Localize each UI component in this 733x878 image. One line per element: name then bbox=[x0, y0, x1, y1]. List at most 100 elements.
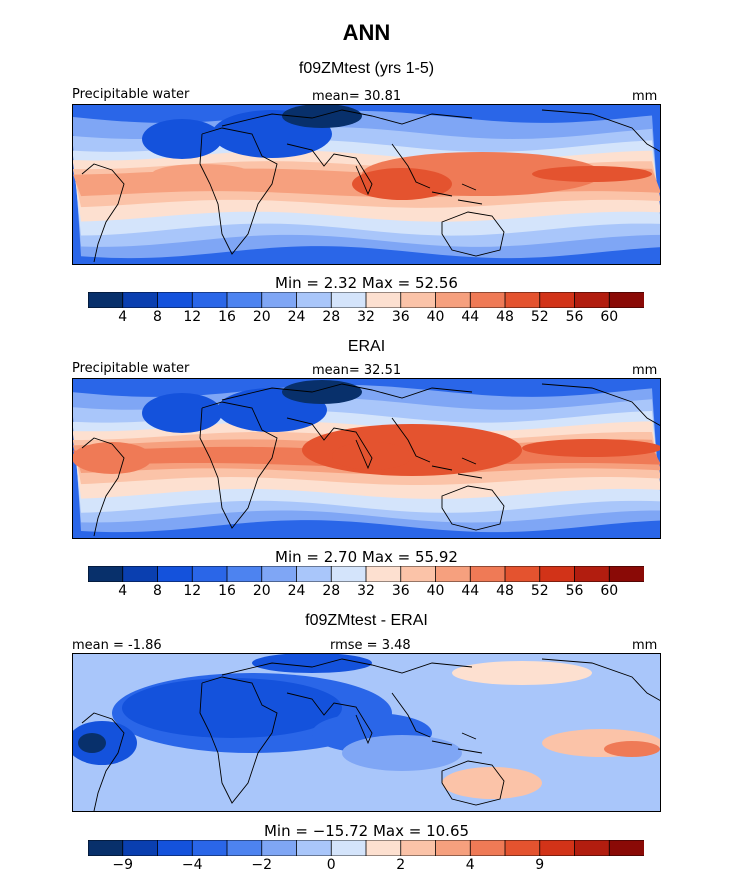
panel-2-colorbar-labels: 4 8 12 16 20 24 28 32 36 40 44 48 52 56 60 bbox=[88, 583, 644, 601]
colorbar-1-tick-label: 40 bbox=[426, 309, 445, 325]
field-blob bbox=[352, 168, 452, 200]
colorbar-1-tick-label: 56 bbox=[565, 309, 584, 325]
colorbar-1-swatch bbox=[226, 292, 263, 308]
colorbar-2-tick-label: 8 bbox=[153, 583, 162, 599]
field-blob bbox=[282, 380, 362, 404]
field-blob bbox=[342, 735, 462, 771]
panel-3-rmse-label: rmse = 3.48 bbox=[330, 638, 411, 653]
colorbar-1-tick-label: 28 bbox=[322, 309, 341, 325]
colorbar-3-swatch bbox=[330, 840, 367, 856]
field-blob bbox=[78, 733, 106, 753]
colorbar-3-swatch bbox=[226, 840, 263, 856]
colorbar-1-swatch bbox=[400, 292, 437, 308]
panel-1-map bbox=[72, 104, 661, 265]
colorbar-1-tick-label: 16 bbox=[218, 309, 236, 325]
colorbar-1-swatch bbox=[330, 292, 367, 308]
colorbar-2-tick-label: 24 bbox=[287, 583, 306, 599]
field-blob bbox=[72, 442, 152, 474]
colorbar-1-tick-label: 32 bbox=[357, 309, 375, 325]
colorbar-3-swatch bbox=[539, 840, 576, 856]
colorbar-1-tick-label: 60 bbox=[600, 309, 619, 325]
colorbar-3-swatch bbox=[191, 840, 228, 856]
coastline-segment bbox=[391, 692, 483, 754]
panel-3-map bbox=[72, 653, 661, 812]
colorbar-2-swatch bbox=[469, 566, 506, 582]
panel-1-mean-label: mean= 30.81 bbox=[312, 89, 402, 104]
colorbar-3-swatch bbox=[435, 840, 472, 856]
panel-3-title: f09ZMtest - ERAI bbox=[305, 612, 428, 629]
colorbar-3-tick-label: 0 bbox=[326, 857, 336, 873]
colorbar-3-swatch bbox=[88, 840, 124, 856]
coastline-segment bbox=[199, 676, 278, 804]
coastlines bbox=[81, 383, 661, 537]
field-blob bbox=[332, 442, 412, 470]
panel-2-map bbox=[72, 378, 661, 539]
coastline-segment bbox=[541, 658, 661, 702]
colorbar-3-swatch bbox=[261, 840, 298, 856]
coastline-segment bbox=[541, 109, 661, 153]
panel-1-minmax: Min = 2.32 Max = 52.56 bbox=[275, 274, 458, 292]
colorbar-1-swatch bbox=[261, 292, 298, 308]
colorbar-2-swatch bbox=[504, 566, 541, 582]
colorbar-1-tick-label: 20 bbox=[252, 309, 271, 325]
colorbar-2-swatch bbox=[122, 566, 159, 582]
colorbar-2-swatch bbox=[400, 566, 437, 582]
panel-2-mean-label: mean= 32.51 bbox=[312, 363, 402, 378]
colorbar-1-swatch bbox=[191, 292, 228, 308]
coastline-segment bbox=[286, 417, 373, 470]
field-blob bbox=[604, 741, 660, 757]
coastline-segment bbox=[81, 437, 125, 537]
panel-1-colorbar-labels: 4 8 12 16 20 24 28 32 36 40 44 48 52 56 60 bbox=[88, 309, 644, 327]
colorbar-3-swatch bbox=[296, 840, 333, 856]
colorbar-1-swatch bbox=[122, 292, 159, 308]
colorbar-2-tick-label: 16 bbox=[218, 583, 236, 599]
colorbar-1-swatch bbox=[574, 292, 611, 308]
field-blob bbox=[122, 678, 342, 738]
colorbar-2-tick-label: 4 bbox=[118, 583, 128, 599]
panel-3-colorbar-labels: −9 −4 −2 0 2 4 9 bbox=[88, 857, 644, 875]
colorbar-1-tick-label: 44 bbox=[461, 309, 480, 325]
colorbar-2-tick-label: 52 bbox=[530, 583, 549, 599]
colorbar-1-swatch bbox=[157, 292, 194, 308]
coastline-segment bbox=[221, 658, 473, 676]
field-blob bbox=[452, 661, 592, 685]
colorbar-3-tick-label: −9 bbox=[112, 857, 134, 873]
coastline-segment bbox=[286, 692, 373, 745]
colorbar-1-swatch bbox=[469, 292, 506, 308]
map-frame bbox=[72, 378, 661, 539]
colorbar-2-swatch bbox=[88, 566, 124, 582]
colorbar-3-swatch bbox=[574, 840, 611, 856]
colorbar-2-swatch bbox=[330, 566, 367, 582]
colorbar-2-swatch bbox=[261, 566, 298, 582]
coastline-segment bbox=[441, 485, 505, 531]
field-blob bbox=[142, 119, 222, 159]
colorbar-1-tick-label: 36 bbox=[391, 309, 410, 325]
colorbar-2-swatch bbox=[435, 566, 472, 582]
colorbar-3-tick-label: 9 bbox=[535, 857, 545, 873]
colorbar-1-tick-label: 48 bbox=[496, 309, 514, 325]
colorbar-3-swatch bbox=[122, 840, 159, 856]
colorbar-1-swatch bbox=[365, 292, 402, 308]
colorbar-2-tick-label: 20 bbox=[252, 583, 271, 599]
colorbar-2-swatch bbox=[296, 566, 333, 582]
colorbar-3-swatch bbox=[504, 840, 541, 856]
coastline-segment bbox=[199, 127, 278, 255]
colorbar-2-tick-label: 56 bbox=[565, 583, 584, 599]
field-blob bbox=[442, 767, 542, 799]
map-frame bbox=[72, 104, 661, 265]
colorbar-2-swatch bbox=[539, 566, 576, 582]
colorbar-2-swatch bbox=[191, 566, 228, 582]
panel-2-units-label: mm bbox=[632, 363, 658, 378]
colorbar-2-tick-label: 60 bbox=[600, 583, 619, 599]
map-frame bbox=[72, 653, 661, 812]
field-blob bbox=[142, 393, 222, 433]
colorbar-2-swatch bbox=[365, 566, 402, 582]
panel-1-colorbar bbox=[88, 292, 644, 308]
colorbar-1-tick-label: 52 bbox=[530, 309, 549, 325]
colorbar-2-tick-label: 36 bbox=[391, 583, 410, 599]
colorbar-2-swatch bbox=[574, 566, 611, 582]
colorbar-2-swatch bbox=[608, 566, 644, 582]
coastline-segment bbox=[286, 143, 373, 196]
panel-2-colorbar bbox=[88, 566, 644, 582]
panel-1-units-label: mm bbox=[632, 89, 658, 104]
